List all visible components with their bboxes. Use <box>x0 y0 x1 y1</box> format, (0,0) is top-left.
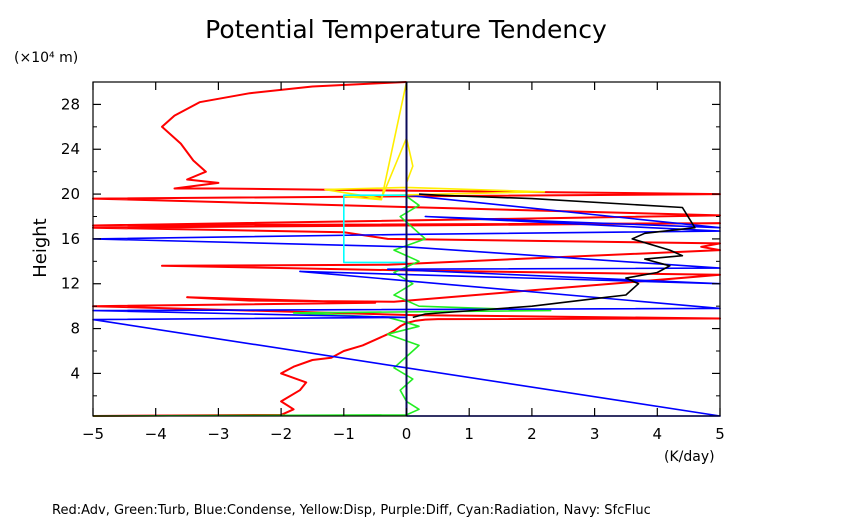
plot-frame <box>92 81 721 417</box>
series-layer <box>92 81 721 417</box>
x-tick-label: 1 <box>464 425 474 443</box>
series-line-disp <box>324 81 546 201</box>
x-tick-label: −5 <box>82 425 104 443</box>
series-line-total <box>412 193 696 319</box>
x-tick-label: −3 <box>207 425 229 443</box>
x-tick-label: 4 <box>653 425 663 443</box>
y-tick-label: 12 <box>61 275 80 293</box>
y-tick-label: 24 <box>61 140 80 158</box>
x-tick-label: 0 <box>402 425 412 443</box>
x-tick-label: −1 <box>333 425 355 443</box>
y-tick-label: 16 <box>61 230 80 248</box>
x-tick-label: 5 <box>715 425 725 443</box>
chart-title: Potential Temperature Tendency <box>205 15 607 44</box>
x-tick-label: 3 <box>590 425 600 443</box>
y-tick-label: 28 <box>61 95 80 113</box>
series-line-turb <box>92 195 552 417</box>
x-tick-label: −2 <box>270 425 292 443</box>
y-tick-label: 20 <box>61 185 80 203</box>
x-unit-label: (K/day) <box>664 449 715 465</box>
y-tick-label: 8 <box>70 320 80 338</box>
y-unit-label: (×10⁴ m) <box>14 50 78 66</box>
y-axis-label: Height <box>30 218 51 278</box>
x-tick-label: −4 <box>145 425 167 443</box>
y-tick-label: 4 <box>70 364 80 382</box>
series-line-radiation <box>342 194 407 264</box>
legend-text: Red:Adv, Green:Turb, Blue:Condense, Yell… <box>52 503 651 518</box>
x-tick-label: 2 <box>527 425 537 443</box>
series-line-condense <box>92 82 721 417</box>
